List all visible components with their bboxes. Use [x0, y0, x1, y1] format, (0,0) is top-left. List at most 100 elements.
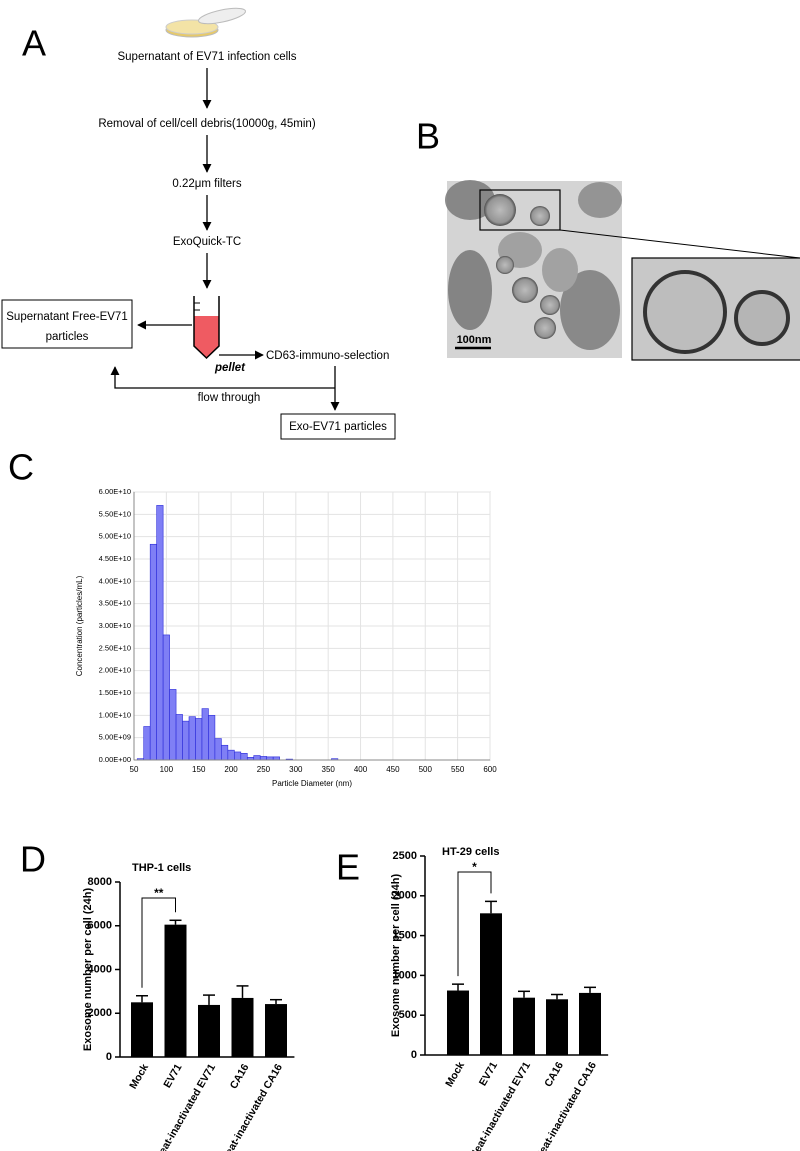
y-tick-label: 2500	[393, 850, 417, 862]
y-tick-label: 2.50E+10	[99, 643, 131, 652]
x-tick-label: 200	[224, 765, 238, 774]
y-tick-label: 6000	[88, 920, 112, 932]
step: ExoQuick-TC	[173, 236, 241, 248]
histogram-bar	[259, 756, 267, 761]
y-axis-title: Concentration (particles/mL)	[75, 575, 84, 676]
y-tick-label: 4.00E+10	[99, 576, 131, 585]
y-tick-label: 3.00E+10	[99, 621, 131, 630]
panel-label: A	[22, 23, 46, 64]
y-tick-label: 1.00E+10	[99, 710, 131, 719]
histogram-bar	[221, 744, 229, 761]
significance-bracket	[457, 871, 492, 977]
y-tick-label: 2.00E+10	[99, 666, 131, 675]
y-tick-label: 1500	[393, 930, 417, 942]
x-tick-label: 550	[451, 765, 465, 774]
histogram-bar	[149, 543, 157, 761]
histogram-bar	[143, 726, 151, 761]
bar	[546, 999, 568, 1055]
side-box	[1, 299, 133, 349]
y-tick-label: 0.00E+00	[99, 755, 131, 764]
vesicle	[643, 270, 727, 354]
tube-icon	[193, 296, 220, 360]
histogram-bar	[188, 716, 196, 761]
step: 0.22μm filters	[172, 178, 242, 190]
scale-bar-label: 100nm	[457, 334, 492, 346]
x-axis-title: Particle Diameter (nm)	[272, 779, 352, 788]
tem-texture	[445, 180, 622, 350]
flow-through-arrow	[110, 366, 335, 389]
x-tick-label: 350	[322, 765, 336, 774]
x-tick-label: 400	[354, 765, 368, 774]
flowchart: A Supernatant of EV71 infection cells Re…	[1, 7, 396, 440]
x-tick-label: Heat-inactivated EV71	[153, 1062, 218, 1151]
x-tick-label: Mock	[443, 1060, 467, 1089]
x-tick-label: EV71	[161, 1062, 184, 1090]
bar	[231, 997, 254, 1057]
y-tick-label: 1000	[393, 969, 417, 981]
selection-label: CD63-immuno-selection	[266, 350, 389, 362]
histogram-bar	[240, 752, 248, 761]
y-axis-title: Exosome number per cell (24h)	[82, 888, 94, 1052]
x-tick-label: 100	[160, 765, 174, 774]
histogram-bar	[182, 720, 190, 761]
histogram-bar	[175, 714, 183, 761]
result-box	[280, 413, 396, 440]
histogram-bar	[195, 718, 203, 761]
x-tick-label: Heat-inactivated CA16	[219, 1062, 285, 1151]
pellet-label: pellet	[214, 362, 246, 374]
petri-dish-icon	[165, 7, 247, 38]
histogram-bar	[201, 708, 209, 761]
histogram-bar	[208, 715, 216, 761]
panel-label: E	[336, 847, 360, 888]
y-tick-label: 4.50E+10	[99, 554, 131, 563]
x-tick-label: CA16	[542, 1060, 566, 1089]
x-tick-label: 600	[483, 765, 497, 774]
panel-label: D	[20, 839, 46, 880]
y-tick-label: 2000	[393, 890, 417, 902]
flow-through-label: flow through	[198, 392, 261, 404]
chart-title: HT-29 cells	[442, 846, 499, 858]
significance-label: **	[154, 886, 164, 900]
x-tick-label: EV71	[477, 1060, 500, 1088]
y-tick-label: 0	[411, 1049, 417, 1061]
micrograph: B 100nm	[416, 116, 800, 361]
zoom-box	[479, 189, 561, 231]
x-tick-label: 450	[386, 765, 400, 774]
bar	[164, 924, 187, 1057]
box-text: Supernatant Free-EV71	[6, 311, 127, 323]
histogram-bar	[234, 751, 242, 761]
bar	[579, 992, 601, 1055]
bar	[447, 990, 469, 1055]
y-tick-label: 1.50E+10	[99, 688, 131, 697]
x-tick-label: 250	[257, 765, 271, 774]
y-tick-label: 500	[399, 1009, 417, 1021]
vesicle	[734, 290, 790, 346]
x-tick-label: 50	[130, 765, 139, 774]
histogram-bar	[162, 634, 170, 761]
step: Removal of cell/cell debris(10000g, 45mi…	[98, 118, 315, 130]
charts: C 0.00E+00 5.00E+09 1.00E+10 1.50E+10 2.00E+1…	[8, 447, 609, 1151]
y-tick-label: 2000	[88, 1007, 112, 1019]
y-axis-title: Exosome number per cell (24h)	[390, 874, 402, 1038]
y-tick-label: 5.50E+10	[99, 509, 131, 518]
bar	[480, 913, 502, 1055]
box-text: Exo-EV71 particles	[289, 421, 387, 433]
y-tick-label: 0	[106, 1051, 112, 1063]
x-tick-label: 150	[192, 765, 206, 774]
histogram-bar	[214, 738, 222, 761]
y-tick-label: 3.50E+10	[99, 599, 131, 608]
histogram-bar	[227, 749, 235, 761]
bar	[265, 1004, 287, 1057]
y-tick-label: 6.00E+10	[99, 487, 131, 496]
histogram-bar	[253, 755, 261, 761]
x-tick-label: CA16	[228, 1062, 252, 1091]
x-tick-label: Mock	[127, 1062, 151, 1091]
significance-bracket	[141, 897, 176, 988]
y-tick-label: 8000	[88, 876, 112, 888]
box-text: particles	[46, 331, 89, 343]
histogram-bar	[156, 505, 164, 761]
x-tick-label: Heat-inactivated EV71	[468, 1060, 533, 1151]
bar	[198, 1004, 220, 1057]
